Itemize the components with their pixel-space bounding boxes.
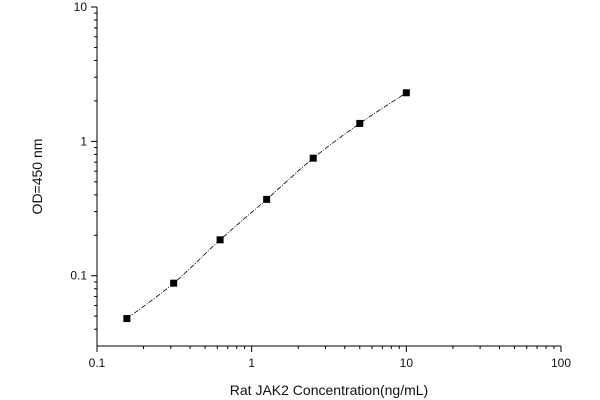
x-tick-label: 0.1 <box>89 356 106 370</box>
y-axis-title: OD=450 nm <box>29 139 45 215</box>
y-tick-label: 0.1 <box>70 269 87 283</box>
x-axis-title: Rat JAK2 Concentration(ng/mL) <box>230 382 428 398</box>
axes <box>96 7 561 347</box>
data-point <box>123 315 131 323</box>
x-tick-label: 100 <box>551 356 571 370</box>
data-point <box>263 195 271 203</box>
y-tick-label: 1 <box>80 134 87 148</box>
data-point <box>309 154 317 162</box>
fit-curve <box>126 92 407 319</box>
ticks <box>91 6 562 352</box>
data-point <box>356 119 364 127</box>
data-points <box>123 89 410 323</box>
tick-labels: 0.1 1 10 100 0.1 1 10 <box>70 0 571 370</box>
data-point <box>216 236 224 244</box>
x-tick-label: 1 <box>248 356 255 370</box>
data-point <box>402 89 410 97</box>
x-tick-label: 10 <box>400 356 414 370</box>
data-point <box>170 279 178 287</box>
y-tick-label: 10 <box>74 0 88 14</box>
